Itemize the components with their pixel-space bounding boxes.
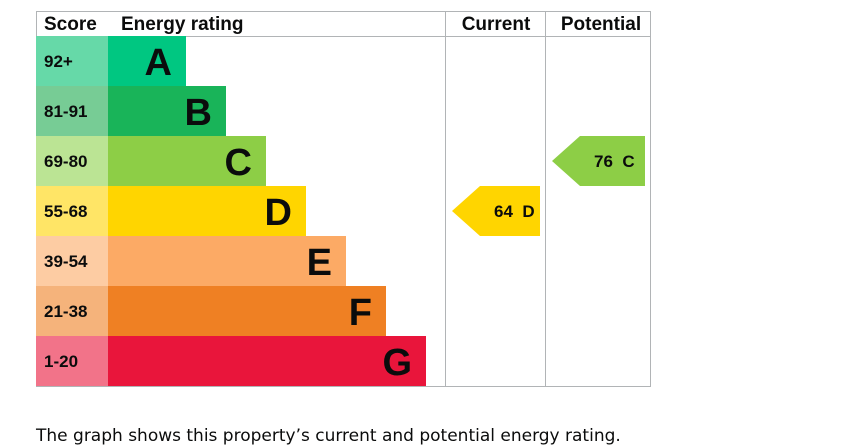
score-label-g: 1-20 <box>44 352 78 371</box>
band-bar-f <box>108 286 386 336</box>
band-bar-a <box>108 36 186 86</box>
band-letter-g: G <box>382 342 412 384</box>
header-energy-rating: Energy rating <box>121 14 243 35</box>
potential-arrow-label: 76 C <box>594 152 635 171</box>
band-bar-e <box>108 236 346 286</box>
score-cell-d <box>36 186 108 236</box>
current-arrow <box>452 186 540 236</box>
band-bar-b <box>108 86 226 136</box>
table-headers: Score Energy rating Current Potential <box>44 14 641 35</box>
band-letter-a: A <box>145 42 172 84</box>
score-cell-g <box>36 336 108 386</box>
potential-arrow <box>552 136 645 186</box>
band-letter-e: E <box>307 242 332 284</box>
rating-bands: 92+ A 81-91 B 69-80 C 55-68 D 39-54 E 21-38 F 1-20 G <box>36 36 426 386</box>
score-label-b: 81-91 <box>44 102 87 121</box>
score-label-c: 69-80 <box>44 152 87 171</box>
score-cell-c <box>36 136 108 186</box>
epc-chart: Score Energy rating Current Potential 92… <box>36 11 651 387</box>
score-label-f: 21-38 <box>44 302 87 321</box>
band-bar-g <box>108 336 426 386</box>
score-cell-f <box>36 286 108 336</box>
band-bar-c <box>108 136 266 186</box>
header-score: Score <box>44 14 97 35</box>
score-label-e: 39-54 <box>44 252 88 271</box>
header-potential: Potential <box>561 14 641 35</box>
score-cell-a <box>36 36 108 86</box>
band-letter-b: B <box>185 92 212 134</box>
score-cell-b <box>36 86 108 136</box>
header-current: Current <box>462 14 531 35</box>
band-letter-c: C <box>225 142 252 184</box>
band-letter-f: F <box>349 292 372 334</box>
chart-caption: The graph shows this property’s current … <box>36 426 621 446</box>
score-cell-e <box>36 236 108 286</box>
rating-arrows: 64 D 76 C <box>452 136 645 236</box>
band-bar-d <box>108 186 306 236</box>
score-label-a: 92+ <box>44 52 73 71</box>
current-arrow-label: 64 D <box>494 202 535 221</box>
band-letter-d: D <box>265 192 292 234</box>
score-label-d: 55-68 <box>44 202 87 221</box>
